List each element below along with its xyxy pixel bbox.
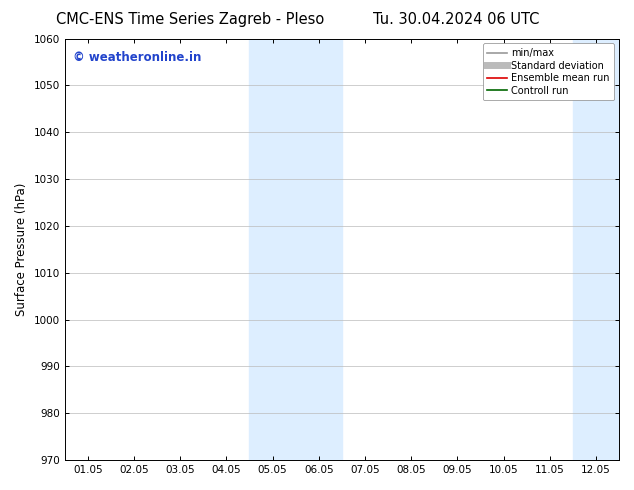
Y-axis label: Surface Pressure (hPa): Surface Pressure (hPa) — [15, 183, 28, 316]
Text: © weatheronline.in: © weatheronline.in — [73, 51, 202, 64]
Legend: min/max, Standard deviation, Ensemble mean run, Controll run: min/max, Standard deviation, Ensemble me… — [482, 44, 614, 100]
Text: CMC-ENS Time Series Zagreb - Pleso: CMC-ENS Time Series Zagreb - Pleso — [56, 12, 325, 27]
Bar — [573, 39, 634, 460]
Bar — [249, 39, 342, 460]
Text: Tu. 30.04.2024 06 UTC: Tu. 30.04.2024 06 UTC — [373, 12, 540, 27]
